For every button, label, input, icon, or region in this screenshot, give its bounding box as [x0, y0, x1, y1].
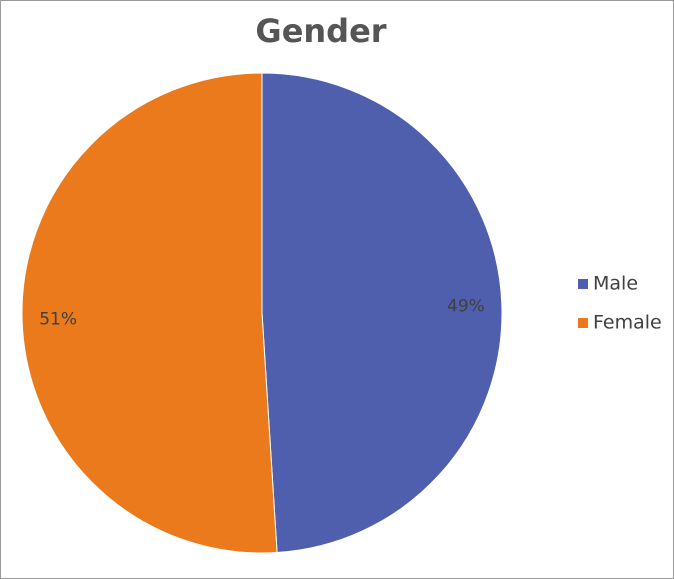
legend-label: Male	[593, 273, 638, 295]
data-label: 49%	[447, 297, 485, 317]
pie-slice	[21, 72, 278, 554]
chart-title: Gender	[255, 12, 386, 50]
legend-marker	[578, 318, 588, 328]
legend-marker	[578, 279, 588, 289]
data-label: 51%	[39, 309, 77, 329]
legend-label: Female	[593, 312, 662, 334]
pie-slice	[261, 72, 503, 554]
